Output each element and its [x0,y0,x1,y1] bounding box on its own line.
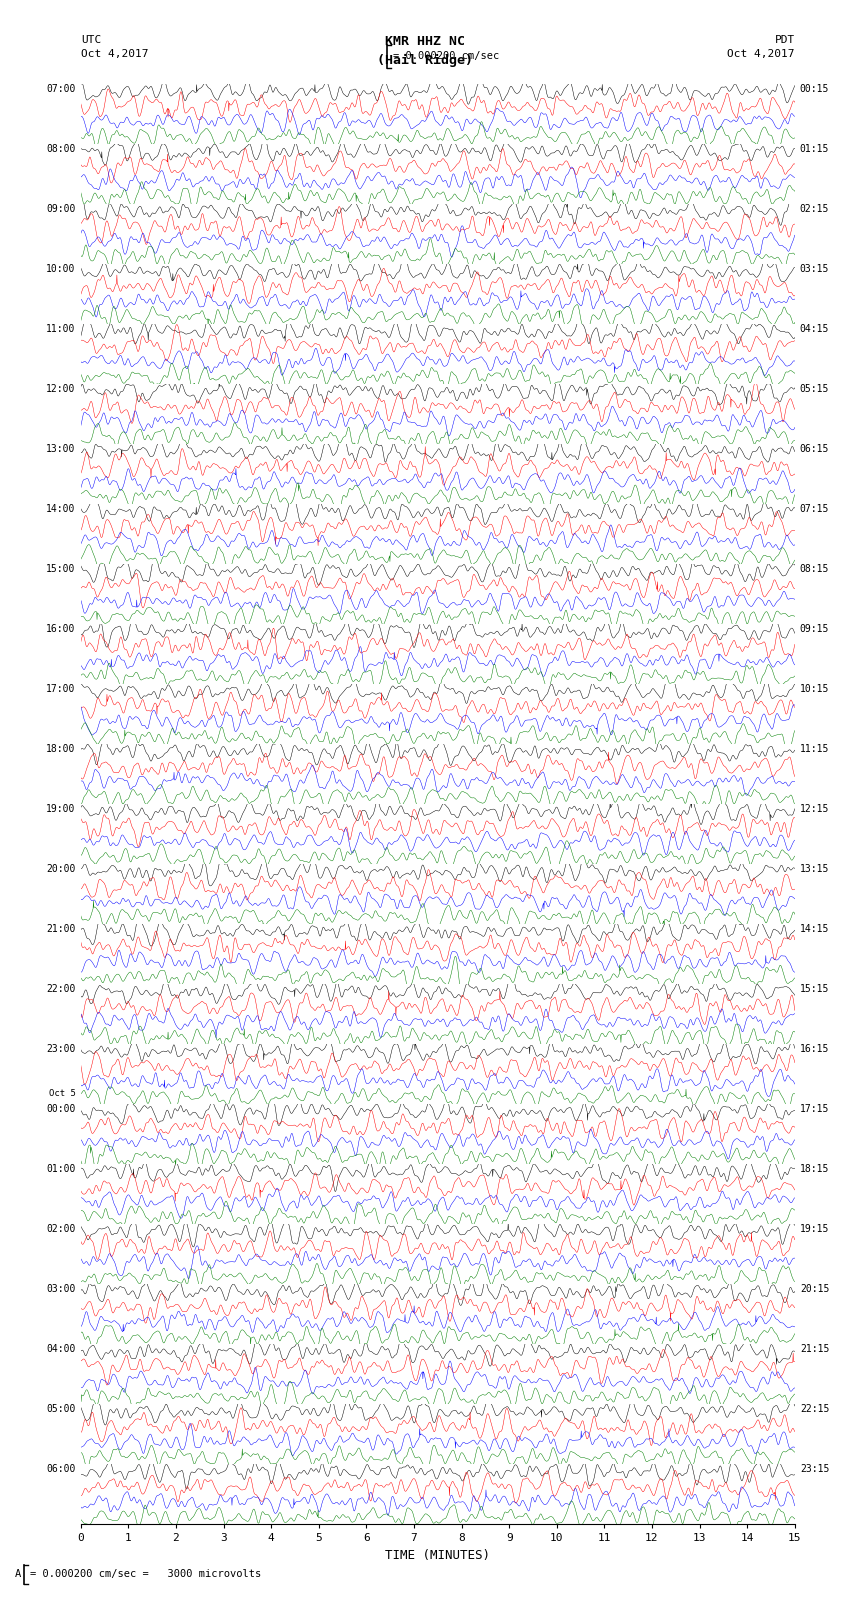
Text: 20:00: 20:00 [46,865,76,874]
Text: 05:15: 05:15 [800,384,830,394]
Text: 07:15: 07:15 [800,503,830,515]
Text: 20:15: 20:15 [800,1284,830,1294]
Text: 00:00: 00:00 [46,1105,76,1115]
Text: 02:00: 02:00 [46,1224,76,1234]
Text: 11:15: 11:15 [800,744,830,753]
Text: 02:15: 02:15 [800,203,830,215]
Text: 10:00: 10:00 [46,265,76,274]
Text: 15:00: 15:00 [46,565,76,574]
Text: A: A [15,1569,21,1579]
Text: 08:15: 08:15 [800,565,830,574]
Text: 16:15: 16:15 [800,1044,830,1055]
Text: 22:00: 22:00 [46,984,76,994]
Text: 07:00: 07:00 [46,84,76,94]
Text: = 0.000200 cm/sec =   3000 microvolts: = 0.000200 cm/sec = 3000 microvolts [30,1569,261,1579]
Text: 14:15: 14:15 [800,924,830,934]
Text: 15:15: 15:15 [800,984,830,994]
Text: 04:15: 04:15 [800,324,830,334]
Text: 00:15: 00:15 [800,84,830,94]
Text: 06:00: 06:00 [46,1465,76,1474]
Text: 21:00: 21:00 [46,924,76,934]
Text: 21:15: 21:15 [800,1344,830,1355]
Text: 03:00: 03:00 [46,1284,76,1294]
X-axis label: TIME (MINUTES): TIME (MINUTES) [385,1548,490,1561]
Text: 23:00: 23:00 [46,1044,76,1055]
Text: UTC
Oct 4,2017: UTC Oct 4,2017 [81,35,148,58]
Text: 09:15: 09:15 [800,624,830,634]
Text: 06:15: 06:15 [800,444,830,453]
Text: Oct 5: Oct 5 [48,1089,76,1098]
Text: 09:00: 09:00 [46,203,76,215]
Text: 18:00: 18:00 [46,744,76,753]
Text: 12:00: 12:00 [46,384,76,394]
Text: 19:00: 19:00 [46,805,76,815]
Text: 03:15: 03:15 [800,265,830,274]
Text: 08:00: 08:00 [46,144,76,153]
Text: 10:15: 10:15 [800,684,830,694]
Text: 01:15: 01:15 [800,144,830,153]
Text: PDT
Oct 4,2017: PDT Oct 4,2017 [728,35,795,58]
Text: 16:00: 16:00 [46,624,76,634]
Text: 23:15: 23:15 [800,1465,830,1474]
Text: 14:00: 14:00 [46,503,76,515]
Text: 13:00: 13:00 [46,444,76,453]
Text: 17:00: 17:00 [46,684,76,694]
Text: = 0.000200 cm/sec: = 0.000200 cm/sec [393,52,499,61]
Text: 01:00: 01:00 [46,1165,76,1174]
Text: 22:15: 22:15 [800,1405,830,1415]
Text: 12:15: 12:15 [800,805,830,815]
Text: 18:15: 18:15 [800,1165,830,1174]
Text: 04:00: 04:00 [46,1344,76,1355]
Text: 11:00: 11:00 [46,324,76,334]
Text: 17:15: 17:15 [800,1105,830,1115]
Text: KMR HHZ NC
(Hail Ridge): KMR HHZ NC (Hail Ridge) [377,35,473,66]
Text: 05:00: 05:00 [46,1405,76,1415]
Text: 19:15: 19:15 [800,1224,830,1234]
Text: 13:15: 13:15 [800,865,830,874]
